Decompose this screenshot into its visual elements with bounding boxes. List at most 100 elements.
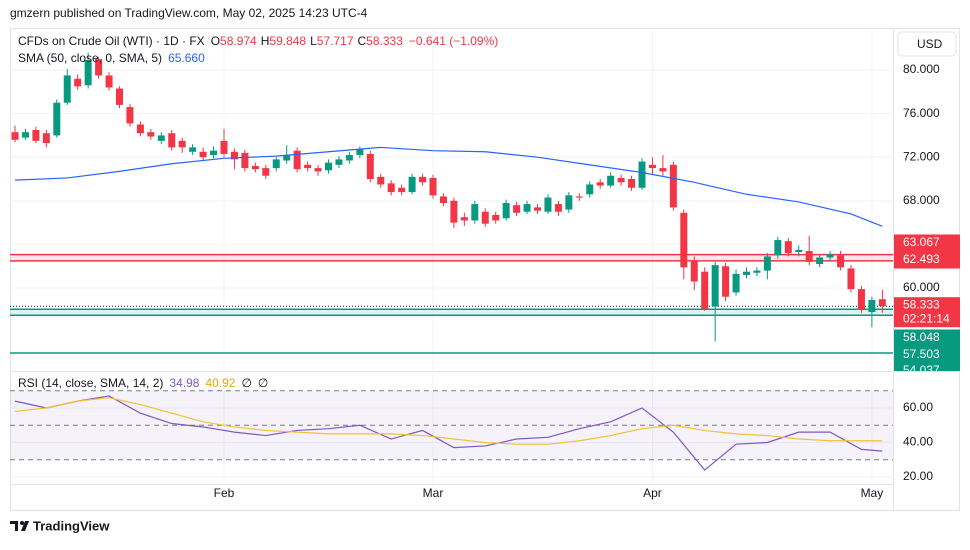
candle-body <box>857 289 865 310</box>
candles <box>11 52 886 342</box>
level-label-box <box>894 346 960 364</box>
ohlc-value: 58.333 <box>366 34 403 48</box>
candle-body <box>586 184 594 195</box>
y-tick-label: 68.000 <box>903 193 940 207</box>
level-label-box <box>894 234 960 252</box>
y-tick-label: 60.000 <box>903 280 940 294</box>
level-label-box <box>894 362 960 371</box>
sma-name: SMA (50, close, 0, SMA, 5) <box>18 51 162 65</box>
sma-legend: SMA (50, close, 0, SMA, 5) 65.660 <box>18 51 205 65</box>
y-tick-label: 60.00 <box>903 400 933 414</box>
candle-body <box>878 299 886 307</box>
x-tick-label: Apr <box>643 486 662 500</box>
candle-body <box>251 165 259 170</box>
candle-body <box>199 151 207 158</box>
candle-body <box>544 197 552 212</box>
candle-body <box>178 140 186 148</box>
candle-body <box>565 195 573 210</box>
ohlc-label: L <box>310 34 317 48</box>
candle-body <box>377 176 385 185</box>
candle-body <box>711 265 719 307</box>
rsi-sma-value: 40.92 <box>205 376 235 390</box>
overlays <box>14 146 883 227</box>
candle-body <box>774 240 782 256</box>
candle-body <box>116 88 123 105</box>
candle-body <box>596 182 604 186</box>
candle-body <box>283 155 291 161</box>
x-tick-label: May <box>861 486 884 500</box>
candle-body <box>262 168 270 176</box>
brand-logo[interactable]: TradingView <box>10 518 110 533</box>
candle-body <box>74 78 82 87</box>
candle-body <box>471 204 479 221</box>
candle-body <box>53 102 61 136</box>
candle-body <box>304 164 312 169</box>
candle-body <box>763 256 771 271</box>
candle-body <box>805 250 813 262</box>
candle-body <box>168 133 176 148</box>
y-tick-label: 76.000 <box>903 106 940 120</box>
level-label: 63.067 <box>903 235 940 249</box>
ohlc-label: C <box>358 34 367 48</box>
rsi-pane <box>10 390 893 471</box>
candle-body <box>784 241 792 254</box>
sma-line <box>14 146 883 227</box>
last-price-box <box>894 297 960 328</box>
candle-body <box>105 75 113 88</box>
candle-body <box>210 150 218 156</box>
candle-body <box>743 271 750 275</box>
candle-body <box>126 107 134 124</box>
candle-body <box>628 179 636 188</box>
level-labels: 63.067 62.493 58.048 57.503 54.037 58.33302:2… <box>894 234 960 377</box>
candle-body <box>460 217 468 221</box>
candle-body <box>523 204 531 212</box>
levels <box>10 253 893 354</box>
candle-body <box>816 257 824 265</box>
change: −0.641 (−1.09%) <box>409 34 498 48</box>
candle-body <box>356 149 364 156</box>
ohlc-value: 59.848 <box>269 34 306 48</box>
candle-body <box>826 254 834 258</box>
candle-body <box>230 151 238 160</box>
rsi-name: RSI (14, close, SMA, 14, 2) <box>18 376 163 390</box>
candle-body <box>345 155 353 161</box>
candle-body <box>554 204 562 212</box>
candle-body <box>439 196 447 203</box>
symbol: CFDs on Crude Oil (WTI) · 1D · FX <box>18 34 205 48</box>
candle-body <box>366 153 374 180</box>
rsi-line <box>14 397 883 445</box>
candle-body <box>722 266 730 297</box>
currency-box[interactable] <box>897 31 957 57</box>
y-tick-label: 80.000 <box>903 62 940 76</box>
candle-body <box>753 270 761 273</box>
sma-value: 65.660 <box>168 51 205 65</box>
candle-body <box>534 207 541 211</box>
candle-body <box>189 147 197 152</box>
candle-body <box>732 273 740 293</box>
brand: TradingView <box>33 518 110 533</box>
candle-body <box>220 140 228 154</box>
candle-body <box>42 133 50 144</box>
candle-body <box>492 214 500 221</box>
level-label-box <box>894 329 960 347</box>
level-label: 57.503 <box>903 347 940 361</box>
candle-body <box>147 132 155 137</box>
rsi-line <box>14 395 883 471</box>
candle-body <box>659 168 667 172</box>
candle-body <box>241 152 249 169</box>
candle-body <box>868 300 876 313</box>
level-label: 54.037 <box>903 363 940 377</box>
candle-body <box>502 202 510 219</box>
candle-body <box>95 59 103 76</box>
candle-body <box>335 159 343 165</box>
rsi-legend: RSI (14, close, SMA, 14, 2) 34.98 40.92 ∅ ∅ <box>18 376 268 390</box>
candle-body <box>293 150 301 170</box>
candle-body <box>429 177 437 196</box>
candle-body <box>398 187 406 193</box>
candle-body <box>325 162 332 171</box>
last-price-label: 58.333 <box>903 297 940 311</box>
frame <box>10 28 960 511</box>
